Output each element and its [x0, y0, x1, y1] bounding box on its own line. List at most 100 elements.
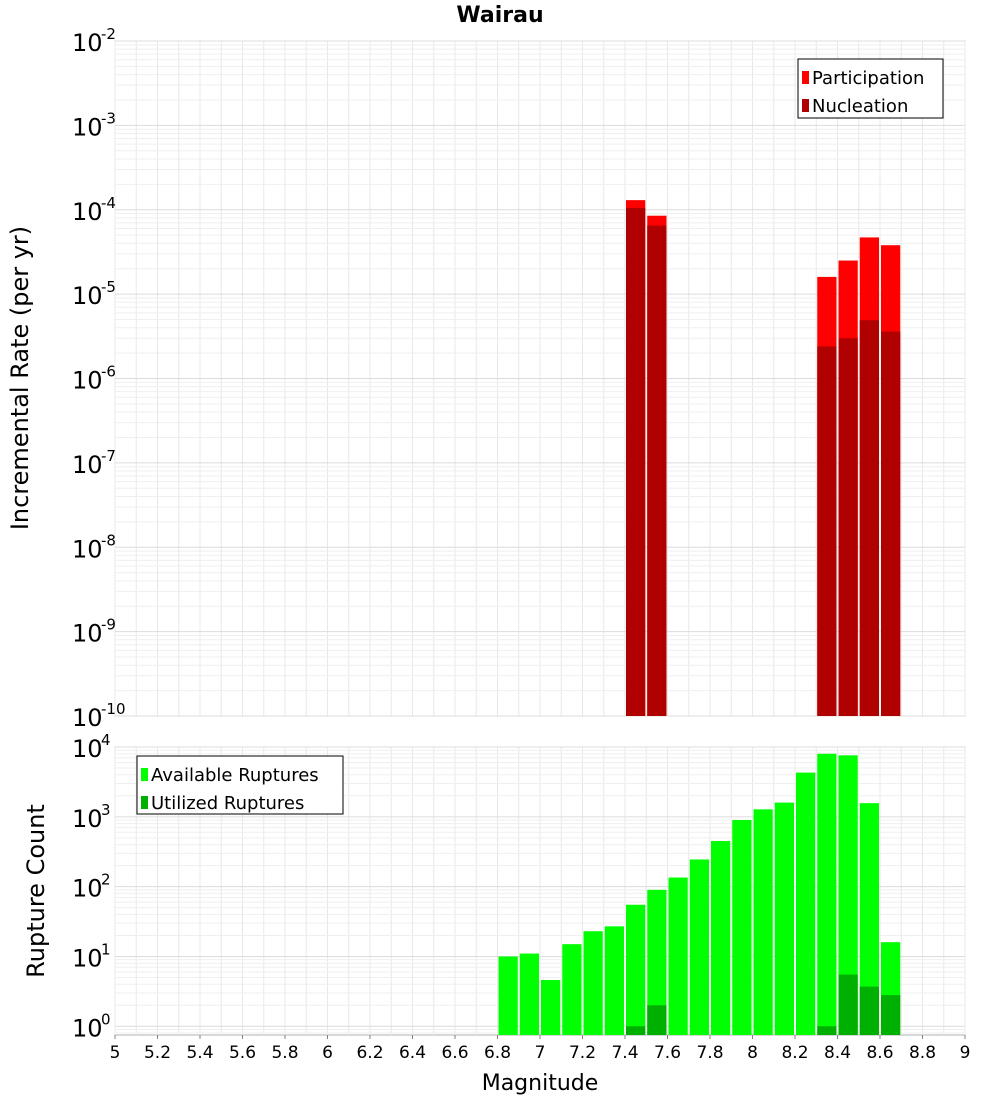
bar-available-ruptures-7.25: [583, 931, 603, 1035]
y-tick-label: 10: [72, 875, 103, 903]
top-bars: [626, 200, 901, 717]
x-tick-label: 7: [535, 1043, 546, 1063]
y-tick-label: 10: [72, 535, 103, 563]
y-tick-exponent: -8: [101, 531, 116, 549]
x-axis-label: Magnitude: [482, 1071, 599, 1096]
x-tick-label: 8.8: [909, 1043, 936, 1063]
bar-available-ruptures-7.35: [604, 926, 624, 1035]
x-tick-label: 6: [322, 1043, 333, 1063]
top-legend: Participation Nucleation: [797, 58, 944, 119]
x-tick-label: 9: [960, 1043, 971, 1063]
bar-nucleation-8.35: [817, 346, 837, 716]
top-grid: [114, 40, 966, 717]
x-tick-label: 8.2: [781, 1043, 808, 1063]
x-tick-label: 7.8: [696, 1043, 723, 1063]
y-tick-label: 10: [72, 620, 103, 648]
x-tick-label: 5.2: [144, 1043, 171, 1063]
bar-available-ruptures-8.25: [796, 772, 816, 1035]
y-tick-label: 10: [72, 805, 103, 833]
y-tick-exponent: -4: [101, 194, 116, 212]
x-tick-label: 5.8: [271, 1043, 298, 1063]
y-tick-label: 10: [72, 735, 103, 763]
y-tick-exponent: -2: [101, 25, 116, 43]
y-tick-exponent: 4: [101, 731, 111, 749]
bar-available-ruptures-8.55: [859, 803, 879, 1035]
bar-nucleation-8.65: [881, 331, 901, 716]
bottom-y-axis-label: Rupture Count: [22, 804, 50, 978]
legend-utilized-ruptures-label: Utilized Ruptures: [151, 793, 304, 814]
y-tick-label: 10: [72, 198, 103, 226]
x-tick-label: 6.8: [484, 1043, 511, 1063]
x-tick-label: 5.4: [186, 1043, 213, 1063]
bar-nucleation-7.45: [626, 207, 646, 716]
bottom-legend-box: [136, 755, 344, 815]
bar-available-ruptures-7.65: [668, 877, 688, 1035]
bar-utilized-ruptures-8.65: [881, 995, 901, 1035]
top-y-axis-label: Incremental Rate (per yr): [6, 226, 34, 530]
y-tick-label: 10: [72, 1014, 103, 1042]
bar-available-ruptures-8.35: [817, 753, 837, 1035]
legend-utilized-ruptures-swatch: [141, 796, 148, 809]
bar-available-ruptures-8.15: [774, 802, 794, 1035]
bar-utilized-ruptures-8.55: [859, 986, 879, 1035]
y-tick-exponent: -5: [101, 278, 116, 296]
y-tick-label: 10: [72, 29, 103, 57]
x-tick-label: 6.6: [441, 1043, 468, 1063]
y-tick-label: 10: [72, 944, 103, 972]
legend-nucleation-label: Nucleation: [812, 96, 908, 117]
x-tick-label: 7.4: [611, 1043, 638, 1063]
bar-available-ruptures-7.05: [541, 980, 561, 1035]
x-tick-label: 7.6: [654, 1043, 681, 1063]
bar-utilized-ruptures-7.55: [647, 1005, 667, 1035]
bar-available-ruptures-7.45: [626, 904, 646, 1035]
y-tick-exponent: -3: [101, 109, 116, 127]
y-tick-label: 10: [72, 704, 103, 732]
y-tick-exponent: 2: [101, 871, 111, 889]
bar-nucleation-8.45: [838, 338, 858, 716]
y-tick-label: 10: [72, 451, 103, 479]
bar-available-ruptures-7.15: [562, 944, 582, 1035]
y-tick-label: 10: [72, 282, 103, 310]
top-y-ticks: 10-210-310-410-510-610-710-810-910-10: [72, 25, 126, 732]
bar-nucleation-7.55: [647, 225, 667, 716]
bar-nucleation-8.55: [859, 320, 879, 716]
x-ticks: 5 5.2 5.4 5.6 5.8 6 6.2 6.4 6.6 6.8 7 7.2 7.4 7.6 7.8 8…: [110, 1035, 971, 1063]
top-panel: 10-210-310-410-510-610-710-810-910-10 Wa…: [6, 3, 966, 732]
bar-available-ruptures-7.95: [732, 820, 752, 1035]
y-tick-exponent: -10: [101, 700, 126, 718]
y-tick-label: 10: [72, 113, 103, 141]
x-tick-label: 6.2: [356, 1043, 383, 1063]
y-tick-exponent: 1: [101, 940, 111, 958]
bar-available-ruptures-6.95: [519, 953, 539, 1035]
bar-available-ruptures-8.45: [838, 755, 858, 1035]
bar-utilized-ruptures-8.35: [817, 1026, 837, 1035]
legend-nucleation-swatch: [802, 99, 809, 112]
legend-participation-label: Participation: [812, 68, 924, 89]
bottom-bars: [498, 753, 901, 1035]
bar-available-ruptures-6.85: [498, 956, 518, 1035]
x-tick-label: 7.2: [569, 1043, 596, 1063]
x-tick-label: 8: [747, 1043, 758, 1063]
y-tick-exponent: 0: [101, 1010, 111, 1028]
y-tick-exponent: -9: [101, 616, 116, 634]
bar-available-ruptures-7.55: [647, 889, 667, 1035]
x-tick-label: 8.6: [866, 1043, 893, 1063]
chart-title: Wairau: [456, 3, 543, 28]
x-tick-label: 5.6: [229, 1043, 256, 1063]
x-tick-label: 6.4: [399, 1043, 426, 1063]
y-tick-label: 10: [72, 367, 103, 395]
x-tick-label: 5: [110, 1043, 121, 1063]
bar-available-ruptures-8.05: [753, 809, 773, 1035]
bar-available-ruptures-7.75: [689, 859, 709, 1035]
x-tick-label: 8.4: [824, 1043, 851, 1063]
legend-available-ruptures-label: Available Ruptures: [151, 765, 319, 786]
y-tick-exponent: -6: [101, 363, 116, 381]
y-tick-exponent: 3: [101, 801, 111, 819]
bottom-legend: Available Ruptures Utilized Ruptures: [136, 755, 344, 815]
legend-participation-swatch: [802, 71, 809, 84]
legend-available-ruptures-swatch: [141, 768, 148, 781]
bar-available-ruptures-7.85: [711, 841, 731, 1035]
